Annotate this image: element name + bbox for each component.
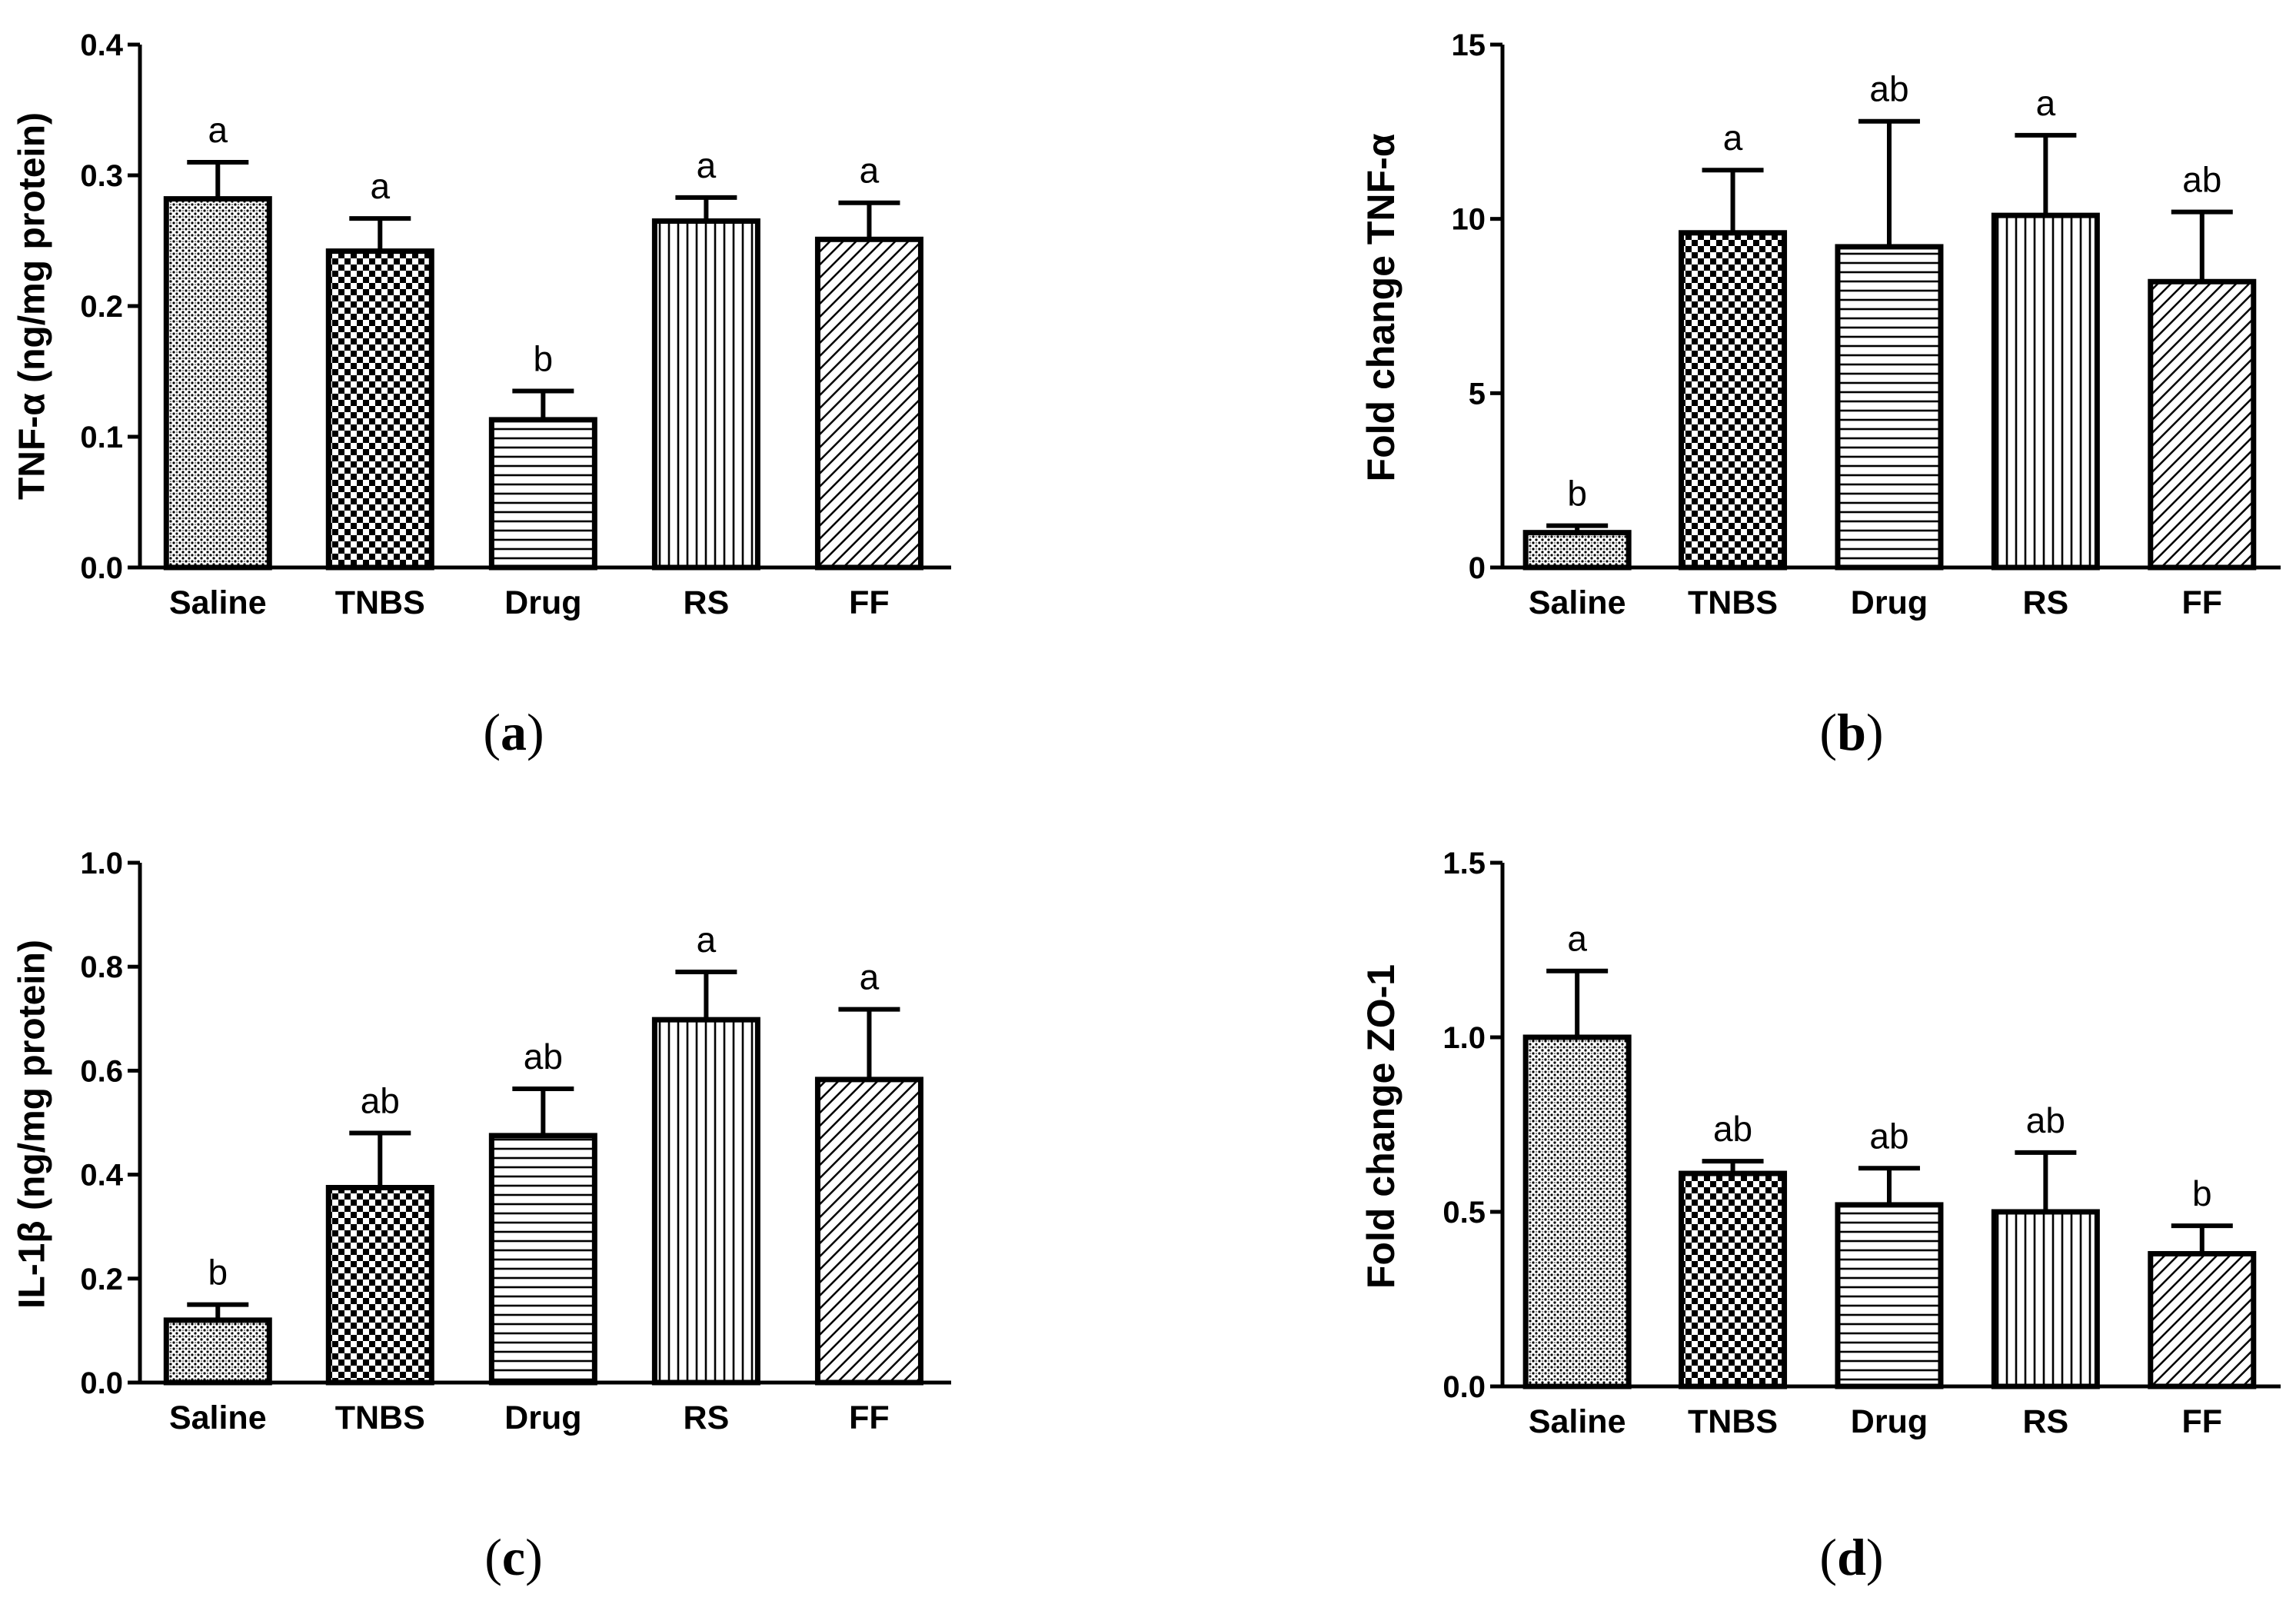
panel-label: (b) xyxy=(1819,703,1883,761)
y-tick-label: 0.4 xyxy=(80,28,123,62)
y-tick-label: 0.2 xyxy=(80,290,123,324)
x-tick-label: Drug xyxy=(504,1399,581,1436)
x-tick-label: RS xyxy=(2023,1403,2069,1440)
y-axis-label: TNF-α (ng/mg protein) xyxy=(12,112,53,500)
bar-ff xyxy=(2148,1250,2257,1389)
significance-label: ab xyxy=(1869,1116,1908,1156)
bar-saline xyxy=(163,196,272,571)
y-tick-label: 15 xyxy=(1452,28,1486,62)
x-tick-label: Drug xyxy=(1851,584,1928,621)
x-tick-label: FF xyxy=(849,1399,890,1436)
x-tick-label: TNBS xyxy=(335,584,425,621)
x-tick-label: Saline xyxy=(1529,1403,1626,1440)
bar-saline xyxy=(163,1317,272,1386)
bar-rs xyxy=(1991,212,2100,571)
y-tick-label: 0.6 xyxy=(80,1054,123,1088)
significance-label: a xyxy=(1567,919,1587,959)
y-tick-label: 1.5 xyxy=(1442,847,1486,880)
significance-label: ab xyxy=(1869,69,1908,109)
panel-c: 0.0 0.2 0.4 0.6 0.8 1.0 IL-1β (ng/mg protein) b… xyxy=(12,847,951,1586)
x-tick-label: Saline xyxy=(1529,584,1626,621)
y-tick-label: 0.8 xyxy=(80,950,123,984)
y-axis-label: Fold change TNF-α xyxy=(1359,133,1403,481)
y-tick-label: 0.3 xyxy=(80,159,123,193)
bar-saline xyxy=(1522,530,1632,571)
bar-rs xyxy=(651,218,760,571)
panel-d: 0.0 0.5 1.0 1.5 Fold change ZO-1 a Saline ab TNB… xyxy=(1359,847,2281,1586)
significance-label: b xyxy=(2192,1173,2212,1213)
y-tick-label: 1.0 xyxy=(1442,1021,1486,1055)
significance-label: ab xyxy=(361,1081,400,1121)
bar-drug xyxy=(1835,244,1944,571)
y-tick-label: 0.2 xyxy=(80,1263,123,1296)
bar-rs xyxy=(651,1017,760,1386)
significance-label: a xyxy=(697,145,717,185)
bar-tnbs xyxy=(325,1185,434,1386)
bar-tnbs xyxy=(1679,1170,1788,1389)
significance-label: a xyxy=(1723,118,1743,158)
significance-label: a xyxy=(697,920,717,960)
y-axis-label: Fold change ZO-1 xyxy=(1359,964,1403,1289)
y-tick-label: 0.1 xyxy=(80,421,123,454)
significance-label: a xyxy=(208,110,228,150)
significance-label: a xyxy=(2036,83,2056,123)
x-tick-label: TNBS xyxy=(335,1399,425,1436)
panel-label: (d) xyxy=(1819,1528,1883,1586)
x-tick-label: RS xyxy=(684,584,730,621)
y-axis-label: IL-1β (ng/mg protein) xyxy=(12,940,53,1309)
bar-tnbs xyxy=(1679,230,1788,571)
y-tick-label: 0 xyxy=(1469,551,1486,585)
x-tick-label: FF xyxy=(849,584,890,621)
bar-ff xyxy=(814,1077,923,1386)
significance-label: ab xyxy=(2026,1100,2065,1140)
bar-drug xyxy=(1835,1202,1944,1389)
y-tick-label: 0.0 xyxy=(1442,1370,1486,1404)
panel-label: (a) xyxy=(483,703,544,761)
x-tick-label: FF xyxy=(2182,1403,2223,1440)
x-tick-label: Saline xyxy=(169,584,267,621)
significance-label: b xyxy=(1567,474,1587,514)
bar-saline xyxy=(1522,1034,1632,1389)
y-tick-label: 0.0 xyxy=(80,1366,123,1400)
significance-label: b xyxy=(534,339,554,379)
x-tick-label: RS xyxy=(684,1399,730,1436)
bar-drug xyxy=(488,417,597,571)
bar-drug xyxy=(488,1133,597,1386)
y-tick-label: 0.4 xyxy=(80,1159,123,1193)
y-tick-label: 5 xyxy=(1469,377,1486,411)
significance-label: a xyxy=(370,166,390,206)
y-tick-label: 0.0 xyxy=(80,551,123,585)
significance-label: ab xyxy=(524,1037,563,1077)
y-tick-label: 1.0 xyxy=(80,847,123,880)
bar-ff xyxy=(2148,278,2257,571)
bar-tnbs xyxy=(325,248,434,571)
x-tick-label: TNBS xyxy=(1688,584,1778,621)
x-tick-label: Drug xyxy=(1851,1403,1928,1440)
x-tick-label: Drug xyxy=(504,584,581,621)
significance-label: ab xyxy=(2182,160,2221,200)
y-tick-label: 0.5 xyxy=(1442,1196,1486,1230)
significance-label: a xyxy=(860,957,880,997)
panel-label: (c) xyxy=(484,1528,543,1586)
x-tick-label: RS xyxy=(2023,584,2069,621)
panel-a: 0.0 0.1 0.2 0.3 0.4 TNF-α (ng/mg protein) a Sal… xyxy=(12,28,951,761)
significance-label: a xyxy=(860,151,880,191)
x-tick-label: TNBS xyxy=(1688,1403,1778,1440)
significance-label: b xyxy=(208,1253,228,1293)
x-tick-label: FF xyxy=(2182,584,2223,621)
bar-rs xyxy=(1991,1209,2100,1389)
significance-label: ab xyxy=(1713,1109,1752,1149)
y-tick-label: 10 xyxy=(1452,203,1486,237)
panel-b: 0 5 10 15 Fold change TNF-α b Saline a TNBS ab Dru… xyxy=(1359,28,2281,761)
x-tick-label: Saline xyxy=(169,1399,267,1436)
bar-ff xyxy=(814,236,923,571)
